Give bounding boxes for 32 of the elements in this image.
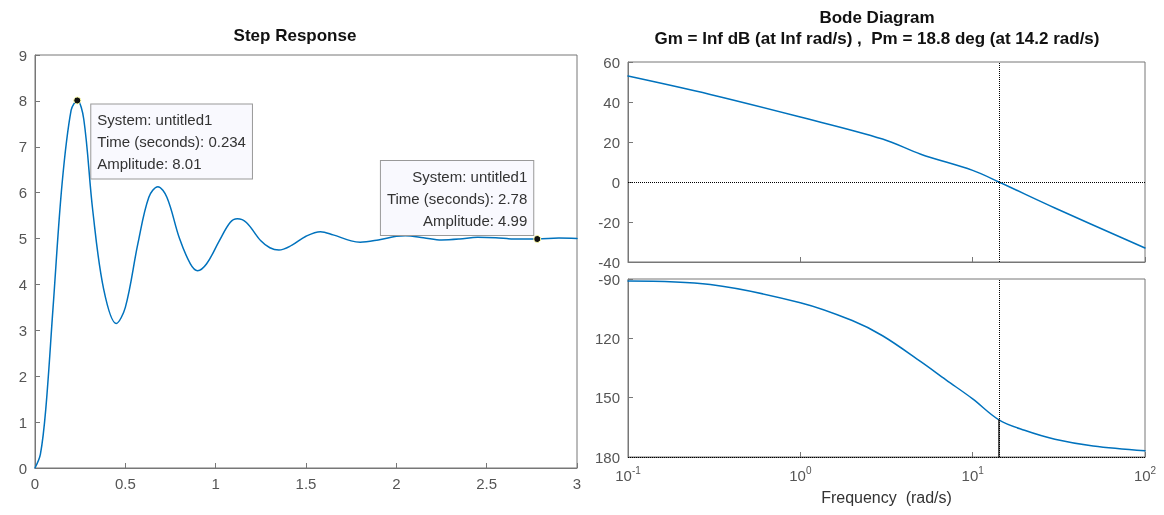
x-tick-label: 0.5 [114,475,136,492]
y-tick-label: 2 [18,367,27,385]
x-tick-label: 1.5 [295,475,317,492]
y-tick-label: 40 [603,93,620,111]
chart-title: Bode Diagram [819,8,935,27]
x-tick-label: 1 [211,475,220,492]
y-tick-label: -40 [598,253,620,271]
y-tick-label: 9 [18,46,27,64]
y-tick-label: 8 [18,92,27,110]
y-tick-label: 180 [594,448,620,466]
y-tick-label: 4 [18,275,27,293]
y-tick-label: 60 [603,53,620,71]
x-tick-label: 0 [30,475,40,492]
y-tick-label: 5 [18,230,27,248]
annotation: System: untitled1 Time (seconds): 0.234 Amplitude: 8.01 [97,110,246,172]
y-tick-label: 1 [18,413,27,431]
x-axis-title: Frequency (rad/s) [821,488,952,506]
x-tick-label: 2.5 [476,475,498,492]
chart-subtitle: Gm = Inf dB (at Inf rad/s) , Pm = 18.8 deg (at 14.2 rad/s) [654,29,1100,48]
x-tick-label: 2 [392,475,401,492]
y-tick-label: -90 [598,270,620,288]
annotation: System: untitled1 Time (seconds): 2.78 Amplitude: 4.99 [386,167,528,229]
y-tick-label: 6 [18,184,27,202]
y-tick-label: 0 [611,173,620,191]
y-tick-label: -20 [598,213,620,231]
chart-title: Step Response [233,26,357,45]
y-tick-label: 120 [594,329,620,347]
y-tick-label: 20 [603,133,620,151]
y-tick-label: 7 [18,138,27,156]
x-tick-label: 3 [572,475,582,492]
y-tick-label: 150 [594,389,620,407]
y-tick-label: 3 [18,321,27,339]
